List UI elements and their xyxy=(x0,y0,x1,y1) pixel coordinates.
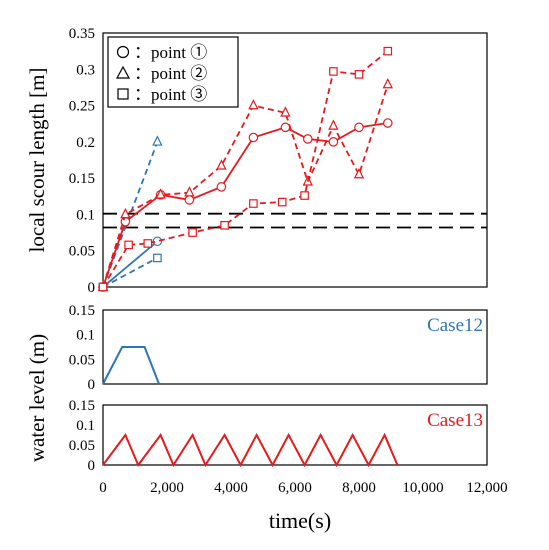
bot-case-label: Case13 xyxy=(427,410,483,431)
scour-length-panel: 0 0.05 0.1 0.15 0.2 0.25 0.3 0.35 xyxy=(69,26,488,296)
top-y-tick-label: 0.15 xyxy=(69,171,95,187)
case13-point2-data-point xyxy=(248,99,259,110)
x-tick-label: 4,000 xyxy=(214,480,248,496)
case13-point3-data-point xyxy=(329,67,338,76)
x-tick-label: 6,000 xyxy=(278,480,312,496)
case13-point1-data-point xyxy=(302,134,313,144)
mid-plot-frame xyxy=(102,309,488,385)
case13-point3-data-point xyxy=(277,197,287,207)
legend-circle-icon xyxy=(116,45,130,59)
case13-point1-data-point xyxy=(354,122,364,133)
case13-point3-data-point xyxy=(124,240,133,250)
case13-point2-data-point xyxy=(120,207,131,219)
bot-y-tick-label: 0 xyxy=(88,458,96,474)
bot-y-tick-label: 0.05 xyxy=(69,438,95,454)
case13-point1-data-point xyxy=(328,137,339,147)
top-y-tick-label: 0.1 xyxy=(76,207,95,223)
case12-point2-data-point xyxy=(152,135,163,146)
x-tick-label: 10,000 xyxy=(402,480,443,496)
x-tick-label: 0 xyxy=(99,480,107,496)
mid-y-tick-label: 0.1 xyxy=(76,328,95,344)
top-y-tick-label: 0.3 xyxy=(76,62,95,78)
case13-point3-data-point xyxy=(383,46,393,56)
case12-water-level-panel: 0 0.05 0.1 0.15 Case12 xyxy=(69,303,488,393)
legend-entry-label: ：point ③ xyxy=(134,85,207,104)
case13-point1-data-point xyxy=(280,122,291,133)
case13-point1-data-point xyxy=(216,182,227,192)
case13-point2-data-point xyxy=(155,188,166,199)
top-y-tick-label: 0.05 xyxy=(69,244,95,260)
case13-point2-data-point xyxy=(353,167,365,179)
case13-point1-data-point xyxy=(184,195,195,205)
case13-point2-data-point xyxy=(328,119,339,130)
case12-point1-series-line xyxy=(102,240,158,288)
case13-point1-data-point xyxy=(248,132,259,143)
case12-point3-data-point xyxy=(153,253,162,263)
bot-y-tick-label: 0.1 xyxy=(76,418,95,434)
case13-point2-data-point xyxy=(216,159,227,170)
case13-water-level-panel: 0 0.05 0.1 0.15 Case13 xyxy=(69,398,488,474)
case12-point3-series-line xyxy=(102,257,158,288)
case13-point2-series-line xyxy=(102,84,389,288)
legend-entry-label: ：point ② xyxy=(134,64,207,83)
case13-point3-data-point xyxy=(354,70,364,79)
mid-water-level-line xyxy=(102,346,160,385)
bot-y-tick-label: 0.15 xyxy=(69,398,95,414)
case13-point1-series-line xyxy=(102,122,388,288)
case13-point2-data-point xyxy=(382,77,393,89)
top-y-tick-label: 0.25 xyxy=(69,99,95,115)
x-axis-label: time(s) xyxy=(269,508,331,533)
mid-y-tick-label: 0 xyxy=(88,377,96,393)
mid-case-label: Case12 xyxy=(427,315,483,336)
case13-point3-data-point xyxy=(300,191,309,200)
case13-point2-data-point xyxy=(280,106,291,117)
x-tick-label: 12,000 xyxy=(466,480,507,496)
y-axis-label-scour: local scour length [m] xyxy=(25,68,49,253)
top-plot-frame xyxy=(102,32,488,288)
case13-point2-data-point xyxy=(184,186,195,197)
x-tick-label: 8,000 xyxy=(342,480,376,496)
legend-triangle-icon xyxy=(115,65,131,79)
mid-y-tick-label: 0.15 xyxy=(69,303,95,319)
case13-point1-data-point xyxy=(382,118,393,128)
bot-water-level-line xyxy=(102,432,399,468)
bot-plot-frame xyxy=(102,404,488,466)
legend-box xyxy=(107,36,239,108)
case13-point3-data-point xyxy=(98,282,108,292)
case13-point3-data-point xyxy=(188,228,197,237)
top-y-tick-label: 0.35 xyxy=(69,26,95,42)
legend-square-icon xyxy=(117,88,129,100)
top-y-tick-label: 0 xyxy=(88,280,96,296)
x-tick-label: 2,000 xyxy=(150,480,184,496)
case13-point3-data-point xyxy=(143,239,153,248)
legend-entry-label: ：point ① xyxy=(134,43,207,62)
y-axis-label-water-level: water level (m) xyxy=(25,334,49,462)
top-y-tick-label: 0.2 xyxy=(76,135,95,151)
mid-y-tick-label: 0.05 xyxy=(69,352,95,368)
case13-point3-data-point xyxy=(249,199,258,208)
legend: ：point ① ：point ② ：point ③ xyxy=(107,36,239,108)
case13-point3-data-point xyxy=(220,221,229,230)
